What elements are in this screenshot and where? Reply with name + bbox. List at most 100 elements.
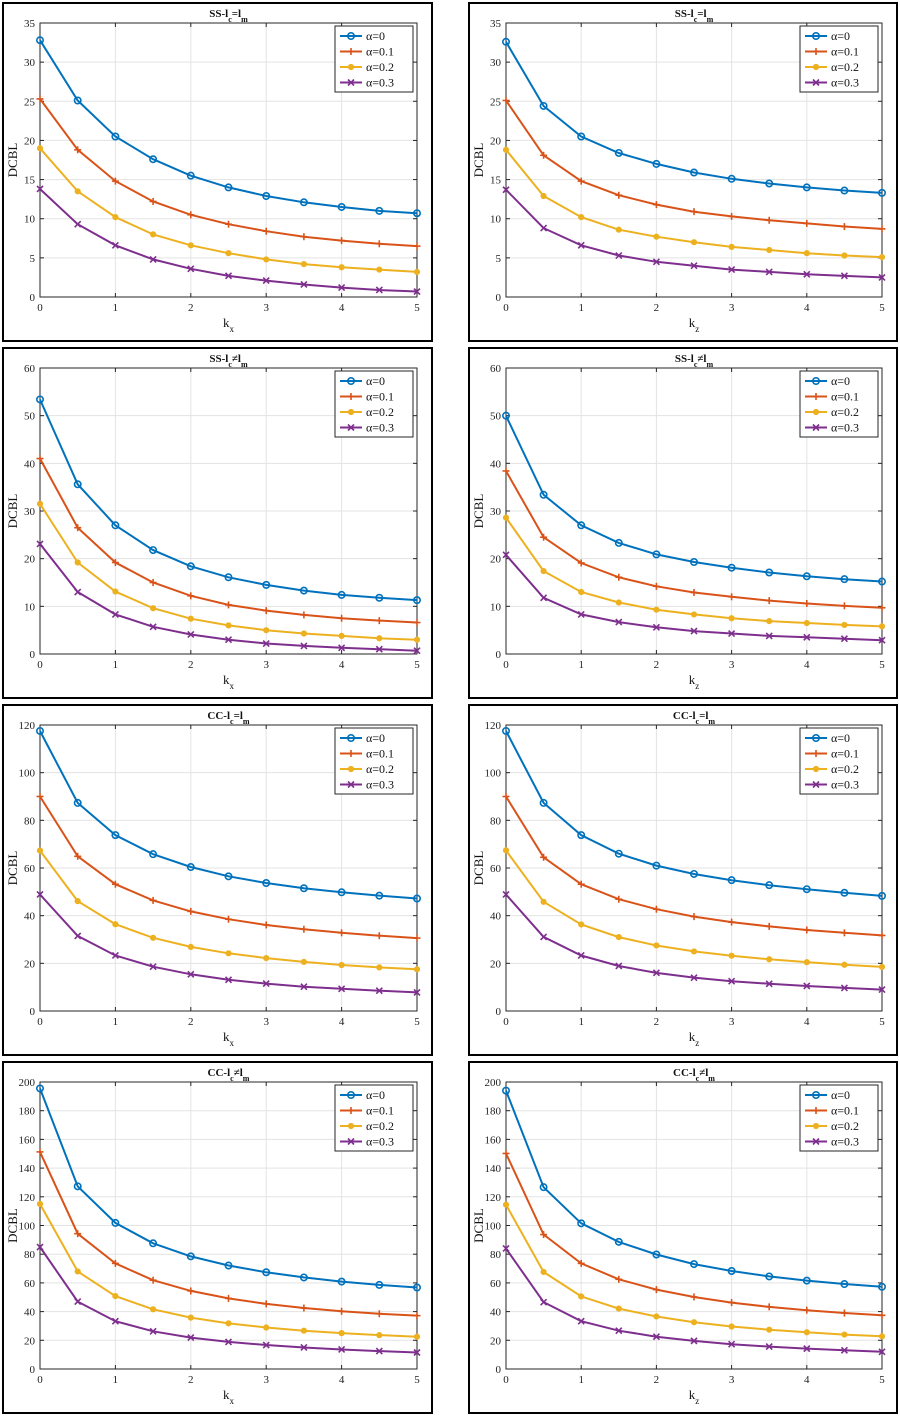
x-axis-label: kz: [689, 1029, 700, 1048]
data-point: [74, 1230, 82, 1238]
data-point: [338, 961, 345, 969]
legend-marker: [812, 780, 820, 789]
data-point: [413, 1348, 421, 1357]
data-point: [803, 633, 811, 641]
x-tick-label: 3: [729, 1374, 735, 1386]
data-point: [614, 1237, 623, 1246]
legend-marker: [812, 1122, 820, 1130]
data-point: [149, 1276, 157, 1284]
y-tick-label: 120: [485, 1192, 502, 1204]
data-point: [375, 1310, 383, 1318]
data-point: [338, 632, 345, 639]
y-tick-label: 0: [30, 1364, 36, 1376]
legend: α=0 α=0.1α=0.2 α=0.3: [799, 1084, 879, 1152]
legend-item: α=0.3: [340, 778, 394, 792]
series-4: [502, 186, 886, 281]
legend-label: α=0.2: [831, 405, 859, 419]
data-point: [112, 921, 119, 928]
data-point: [150, 934, 157, 941]
y-tick-label: 60: [24, 1278, 36, 1290]
data-point: [262, 1341, 270, 1349]
data-point: [690, 627, 698, 635]
data-point: [615, 934, 622, 941]
data-point: [877, 891, 886, 900]
legend: α=0 α=0.1α=0.2 α=0.3: [799, 25, 879, 93]
data-point: [502, 551, 510, 559]
x-tick-label: 4: [804, 302, 810, 314]
y-tick-label: 20: [24, 1335, 36, 1347]
x-tick-label: 1: [113, 659, 119, 671]
data-point: [727, 1266, 736, 1275]
data-point: [577, 521, 586, 530]
data-point: [225, 601, 232, 609]
y-tick-label: 40: [24, 1307, 36, 1319]
legend-label: α=0.2: [831, 60, 859, 74]
x-tick-label: 0: [503, 1374, 509, 1386]
y-tick-label: 10: [24, 214, 36, 226]
legend-item: α=0.3: [805, 778, 859, 792]
chart-panel-1: 0 1 2 3 4 5 0 5 10 15 20 25 30 35 SS-lc=lm kx DCBL α=0 α=0…: [2, 2, 433, 342]
legend-marker: [346, 1090, 355, 1099]
data-point: [300, 1327, 307, 1334]
data-point: [502, 514, 510, 521]
x-axis-label: kz: [689, 315, 700, 334]
series-2: [36, 793, 421, 942]
data-point: [802, 572, 811, 581]
chart-svg: 0 1 2 3 4 5 0 20 40 60 80 100 120 140 160 180 200 CC-lc≠l…: [471, 1067, 886, 1406]
legend-marker: [811, 733, 820, 742]
chart-panel-5: 0 1 2 3 4 5 0 20 40 60 80 100 120 CC-lc=lm kx DCBL α=0 α=…: [2, 704, 433, 1056]
series-line: [505, 415, 883, 583]
plot-frame: [39, 22, 418, 298]
series-3: [36, 1200, 421, 1340]
data-point: [338, 1330, 345, 1337]
legend-item: α=0: [805, 29, 850, 43]
y-axis-label: DCBL: [471, 851, 486, 886]
data-point: [615, 1327, 623, 1335]
data-point: [577, 610, 585, 619]
data-point: [413, 966, 421, 973]
legend-marker: [812, 63, 820, 71]
data-point: [502, 97, 510, 105]
data-point: [502, 1149, 510, 1157]
x-tick-label: 2: [188, 659, 194, 671]
data-point: [690, 208, 698, 216]
data-point: [262, 1300, 270, 1308]
series-line: [505, 730, 883, 897]
legend-marker: [347, 48, 355, 55]
y-axis-label: DCBL: [471, 143, 486, 178]
series-1: [35, 395, 421, 605]
data-point: [690, 168, 699, 177]
x-tick-label: 5: [879, 302, 885, 314]
data-point: [187, 1334, 195, 1342]
data-point: [413, 636, 421, 643]
data-point: [36, 793, 44, 800]
data-point: [803, 1329, 810, 1336]
legend-item: α=0.3: [805, 76, 859, 90]
data-point: [224, 573, 233, 582]
data-point: [187, 630, 195, 639]
data-point: [539, 798, 548, 807]
y-tick-label: 0: [496, 1364, 502, 1376]
legend-marker: [347, 393, 355, 400]
y-tick-label: 120: [19, 1192, 36, 1204]
data-point: [224, 1261, 233, 1270]
data-point: [36, 890, 44, 899]
legend-marker: [347, 63, 355, 71]
data-point: [36, 1200, 44, 1208]
data-point: [35, 1084, 44, 1093]
x-tick-label: 5: [879, 1374, 885, 1386]
data-point: [765, 597, 773, 605]
data-point: [840, 223, 848, 231]
chart-title: SS-lc≠lm: [675, 353, 714, 369]
data-point: [149, 1327, 157, 1335]
data-point: [150, 231, 157, 238]
x-tick-label: 2: [654, 302, 660, 314]
data-point: [652, 1250, 661, 1259]
ticks: 0 1 2 3 4 5 0 5 10 15 20 25 30 35: [24, 18, 420, 314]
data-point: [577, 1259, 585, 1267]
data-point: [577, 880, 585, 888]
data-point: [413, 934, 421, 942]
data-point: [376, 635, 383, 642]
legend-item: α=0.2: [805, 762, 859, 776]
